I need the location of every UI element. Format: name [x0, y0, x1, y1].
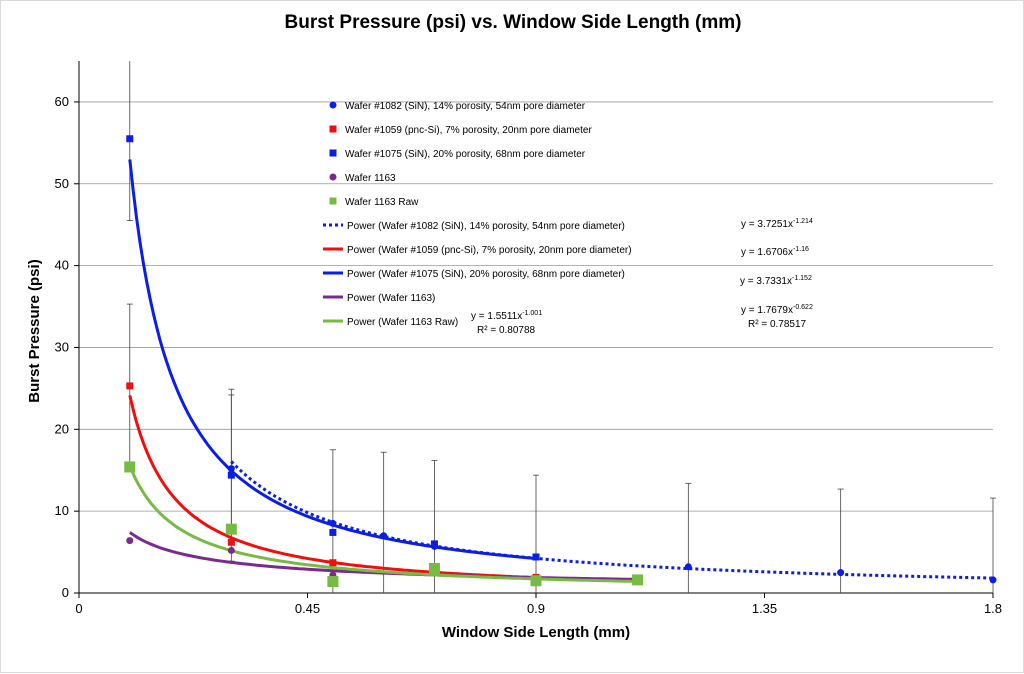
axes: 0 10 20 30 40 50 60 0 0.45 0.9 1.35 1.8 [55, 61, 1002, 616]
data-point [532, 553, 540, 561]
data-point [126, 537, 134, 545]
data-point [329, 173, 337, 181]
x-tick-label: 1.35 [752, 601, 777, 616]
chart-title: Burst Pressure (psi) vs. Window Side Len… [285, 12, 742, 33]
data-point [329, 149, 337, 157]
y-tick-label: 0 [62, 585, 69, 600]
data-point [430, 540, 438, 548]
trendline-equation: y = 1.7679x-0.622 [741, 304, 813, 316]
trendline-equation: y = 3.7331x-1.152 [740, 275, 812, 287]
x-tick-label: 1.8 [984, 601, 1002, 616]
data-point [327, 576, 339, 588]
data-point [227, 538, 235, 546]
legend-label: Power (Wafer #1082 (SiN), 14% porosity, … [347, 221, 625, 232]
error-bars [126, 61, 996, 593]
y-tick-label: 60 [55, 94, 69, 109]
data-point [227, 465, 235, 473]
data-point [428, 562, 440, 574]
data-point [989, 576, 997, 584]
legend-label: Wafer #1075 (SiN), 20% porosity, 68nm po… [345, 149, 586, 160]
data-point [329, 559, 337, 567]
x-axis-title: Window Side Length (mm) [442, 624, 630, 641]
legend-label: Power (Wafer 1163 Raw) [347, 317, 458, 328]
legend-label: Power (Wafer 1163) [347, 293, 435, 304]
data-point [329, 519, 337, 527]
trendline-r-squared: R² = 0.78517 [748, 319, 807, 330]
data-point [329, 101, 337, 109]
trendline [128, 465, 638, 583]
trendline [230, 460, 994, 580]
y-tick-label: 30 [55, 339, 69, 354]
trendline-equation: y = 3.7251x-1.214 [741, 218, 813, 230]
data-point [124, 461, 136, 473]
data-point [632, 574, 644, 586]
legend: Wafer #1082 (SiN), 14% porosity, 54nm po… [323, 101, 632, 328]
x-tick-label: 0.45 [295, 601, 320, 616]
data-point [227, 471, 235, 479]
data-point [126, 135, 134, 143]
legend-label: Wafer 1163 Raw [345, 197, 419, 208]
legend-label: Wafer #1059 (pnc-Si), 7% porosity, 20nm … [345, 125, 592, 136]
trendline-equations: y = 3.7251x-1.214 y = 1.6706x-1.16 y = 3.7… [471, 218, 813, 336]
legend-label: Power (Wafer #1075 (SiN), 20% porosity, … [347, 269, 625, 280]
data-point [329, 528, 337, 536]
y-tick-label: 20 [55, 421, 69, 436]
gridlines [79, 101, 993, 512]
legend-label: Wafer 1163 [345, 173, 396, 184]
data-points [124, 135, 997, 588]
y-tick-label: 10 [55, 503, 69, 518]
x-tick-label: 0.9 [527, 601, 545, 616]
y-axis-title: Burst Pressure (psi) [26, 259, 43, 402]
legend-label: Wafer #1082 (SiN), 14% porosity, 54nm po… [345, 101, 586, 112]
data-point [126, 382, 134, 390]
data-point [530, 575, 542, 587]
data-point [684, 563, 692, 571]
x-tick-label: 0 [75, 601, 82, 616]
trendline-equation: y = 1.5511x-1.001 [471, 310, 542, 322]
data-point [225, 523, 237, 535]
y-tick-label: 50 [55, 176, 69, 191]
legend-label: Power (Wafer #1059 (pnc-Si), 7% porosity… [347, 245, 632, 256]
data-point [837, 569, 845, 577]
data-point [329, 197, 337, 205]
data-point [329, 125, 337, 133]
trendline-equation: y = 1.6706x-1.16 [741, 246, 809, 258]
data-point [227, 546, 235, 554]
trendline-r-squared: R² = 0.80788 [477, 325, 536, 336]
data-point [380, 532, 388, 540]
y-tick-label: 40 [55, 258, 69, 273]
